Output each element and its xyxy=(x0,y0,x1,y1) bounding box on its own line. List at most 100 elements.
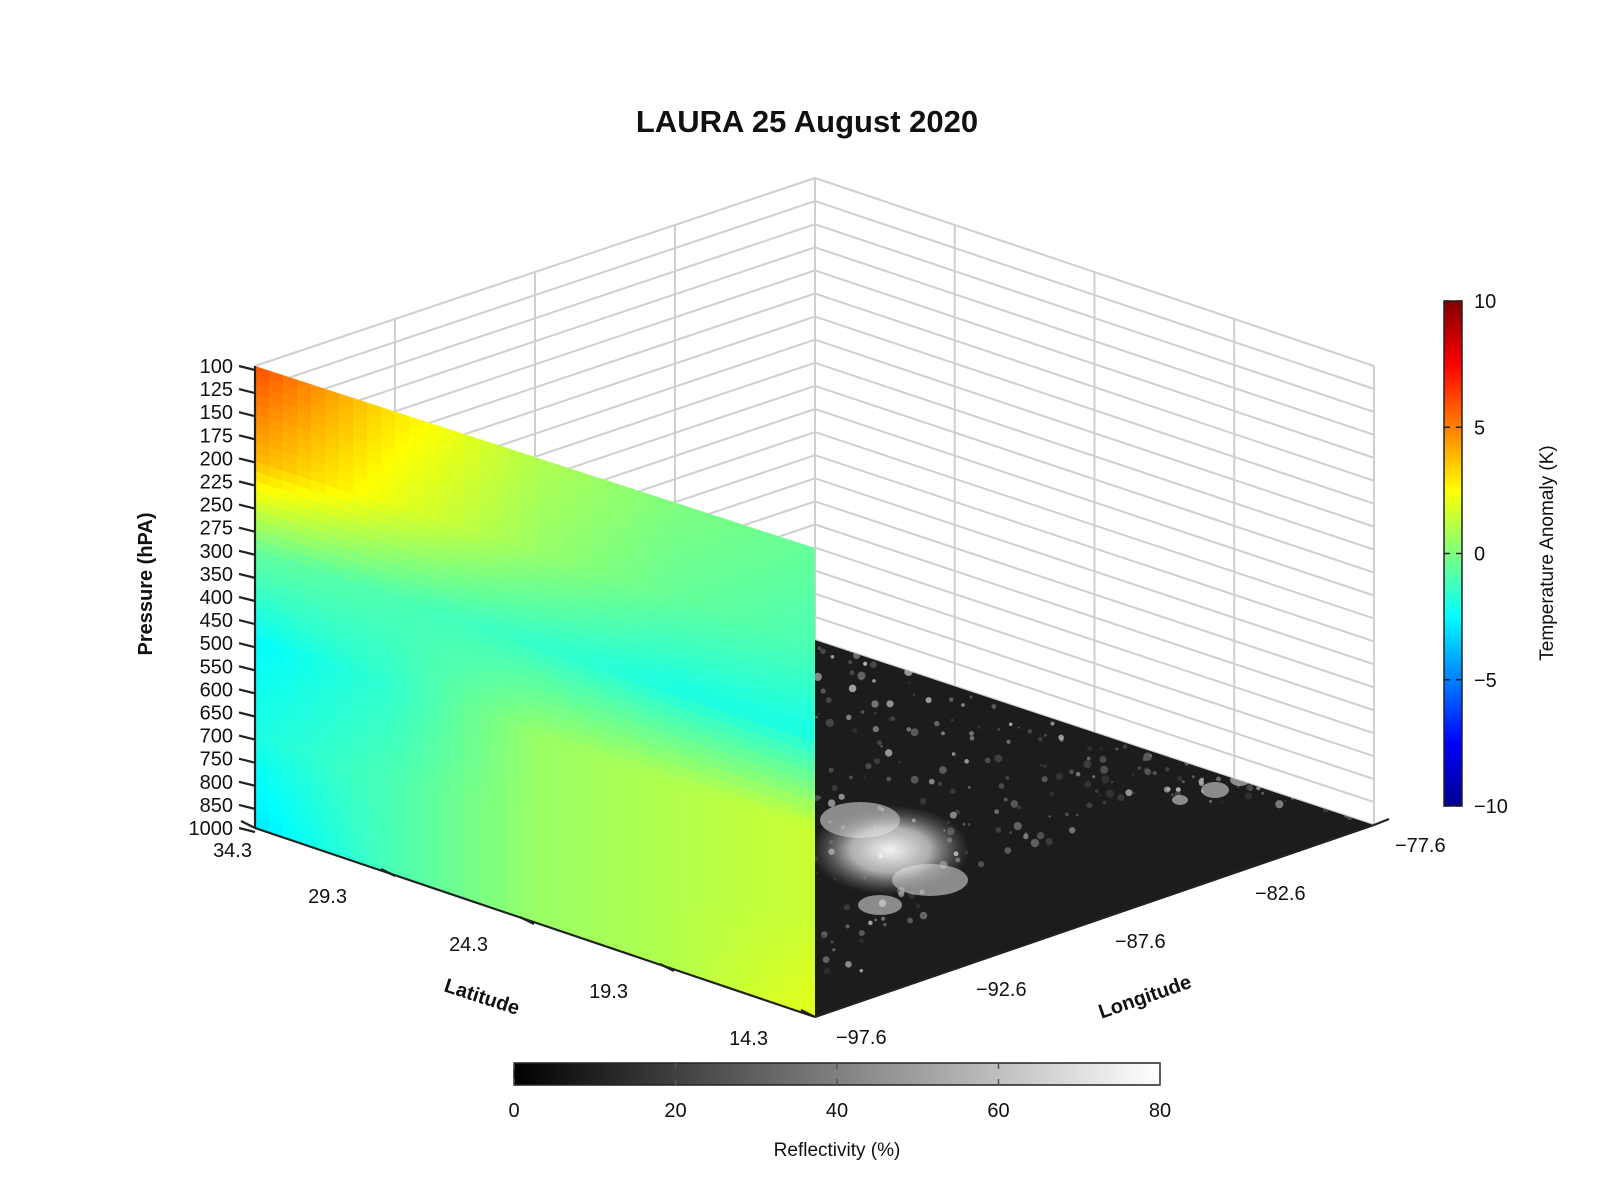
cloud-speck xyxy=(1009,831,1012,834)
cloud-speck xyxy=(863,776,867,780)
pressure-tick xyxy=(238,734,256,741)
latitude-tick xyxy=(240,820,256,829)
cloud-speck xyxy=(1084,780,1092,788)
cloud-speck xyxy=(1115,747,1119,751)
cloud-speck xyxy=(1122,744,1128,749)
cloud-speck xyxy=(1137,766,1142,770)
cloud-speck xyxy=(949,811,957,819)
cloud-speck xyxy=(1209,799,1213,803)
cloud-speck xyxy=(817,646,822,651)
cloud-speck xyxy=(874,918,878,922)
pressure-tick xyxy=(238,711,256,718)
cloud-speck xyxy=(838,793,845,800)
cloud-speck xyxy=(1177,776,1183,781)
chart-title: LAURA 25 August 2020 xyxy=(636,104,978,139)
cloud-speck xyxy=(857,671,866,680)
cloud-speck xyxy=(949,697,954,702)
cloud-speck xyxy=(821,934,827,940)
cloud-speck xyxy=(1065,812,1069,817)
cloud-speck xyxy=(815,715,819,719)
cloud-speck xyxy=(1095,789,1099,793)
cloud-speck xyxy=(910,728,919,737)
temperature-colorbar-tick-label: 10 xyxy=(1474,291,1496,313)
pressure-tick xyxy=(238,457,256,464)
cloud-speck xyxy=(1275,800,1284,809)
cloud-speck xyxy=(1050,721,1055,726)
pressure-tick xyxy=(238,411,256,418)
latitude-tick xyxy=(380,868,396,877)
longitude-tick-label: −97.6 xyxy=(836,1027,887,1049)
cloud-speck xyxy=(1125,789,1133,797)
cloud-patch xyxy=(858,895,902,915)
cloud-speck xyxy=(1003,797,1008,802)
latitude-tick xyxy=(800,1009,816,1018)
reflectivity-colorbar: 0 20 40 60 80 Reflectivity (%) xyxy=(508,1062,1171,1161)
cloud-speck xyxy=(815,672,822,681)
cloud-speck xyxy=(939,766,947,774)
pressure-tick-label: 1000 xyxy=(189,818,234,840)
cloud-speck xyxy=(1131,773,1135,777)
pressure-tick-label: 200 xyxy=(200,448,233,470)
cloud-speck xyxy=(831,784,838,792)
cloud-speck xyxy=(1006,739,1011,744)
cloud-speck xyxy=(832,948,836,952)
cloud-speck xyxy=(884,749,893,757)
cloud-speck xyxy=(951,752,956,756)
cloud-speck xyxy=(859,969,863,973)
cloud-speck xyxy=(890,716,896,722)
cloud-speck xyxy=(1149,753,1153,757)
cloud-speck xyxy=(995,827,1002,833)
cloud-speck xyxy=(1043,764,1047,768)
cloud-speck xyxy=(1075,813,1079,817)
pressure-tick xyxy=(238,526,256,533)
cloud-speck xyxy=(820,648,826,655)
pressure-tick xyxy=(238,364,256,372)
cloud-speck xyxy=(1171,793,1174,796)
cloud-speck xyxy=(872,726,879,733)
cloud-speck xyxy=(997,728,1001,731)
pressure-tick-label: 550 xyxy=(200,656,233,678)
cloud-speck xyxy=(1143,767,1150,774)
cloud-speck xyxy=(1220,800,1224,804)
cloud-speck xyxy=(977,861,985,868)
cloud-speck xyxy=(991,704,997,710)
cloud-speck xyxy=(1191,775,1195,779)
cloud-speck xyxy=(886,700,894,708)
pressure-tick xyxy=(238,826,256,834)
cloud-speck xyxy=(1068,827,1076,834)
cloud-speck xyxy=(961,703,965,707)
cloud-speck xyxy=(868,920,873,926)
cloud-speck xyxy=(1142,757,1146,762)
cloud-speck xyxy=(967,785,971,789)
cloud-speck xyxy=(1181,780,1185,784)
cloud-speck xyxy=(967,823,971,826)
latitude-tick-label: 19.3 xyxy=(589,981,628,1003)
pressure-tick xyxy=(238,642,256,649)
cloud-speck xyxy=(880,916,886,921)
cloud-speck xyxy=(919,911,928,920)
cloud-speck xyxy=(823,967,831,975)
cloud-speck xyxy=(874,758,881,765)
pressure-tick xyxy=(238,595,256,603)
cloud-speck xyxy=(848,684,857,693)
cloud-speck xyxy=(1075,771,1081,777)
longitude-tick xyxy=(814,1009,831,1019)
pressure-tick-label: 150 xyxy=(200,402,233,424)
latitude-tick xyxy=(519,916,535,925)
cloud-speck xyxy=(844,904,851,911)
cloud-speck xyxy=(1087,746,1093,752)
pressure-tick-label: 500 xyxy=(200,633,233,655)
cloud-speck xyxy=(1246,784,1254,791)
cloud-speck xyxy=(1030,838,1040,848)
cloud-speck xyxy=(1105,789,1115,798)
temperature-colorbar-tick-label: −10 xyxy=(1474,796,1508,818)
pressure-tick-label: 275 xyxy=(200,518,233,540)
cloud-speck xyxy=(858,929,865,936)
temperature-colorbar: 10 5 0 −5 −10 Temperature Anomaly (K) xyxy=(1443,291,1558,818)
cloud-speck xyxy=(994,809,1000,815)
cloud-speck xyxy=(906,727,912,732)
cloud-speck xyxy=(1165,767,1170,772)
pressure-tick-label: 175 xyxy=(200,425,233,447)
cloud-speck xyxy=(1092,775,1096,779)
